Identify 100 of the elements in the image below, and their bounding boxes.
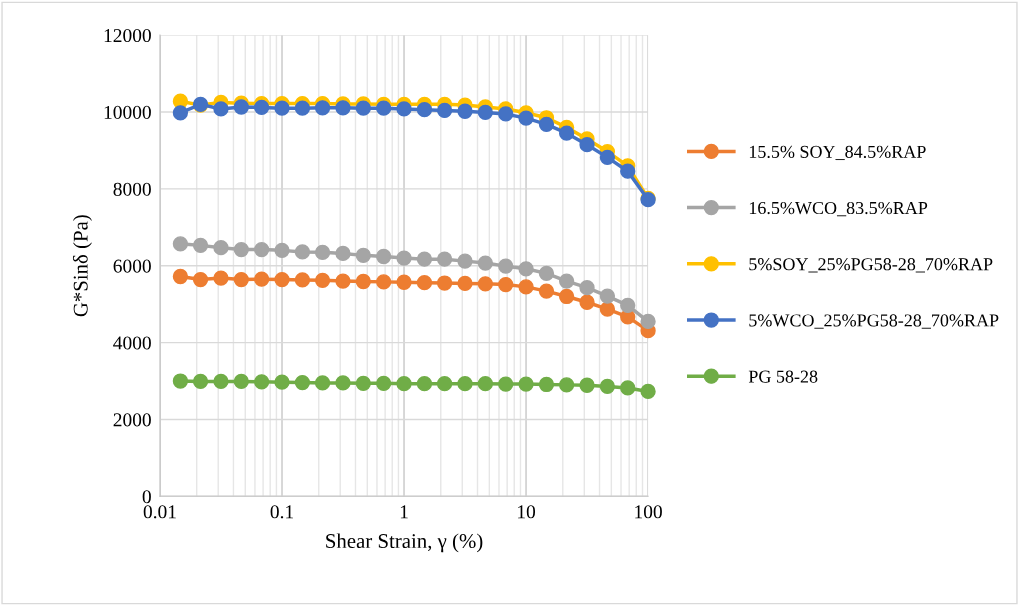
point (477, 376, 494, 392)
y-tick-label: 2000 (113, 413, 151, 427)
point (477, 276, 494, 292)
point (376, 375, 392, 391)
legend-label: 5%SOY_25%PG58-28_70%RAP (749, 258, 993, 273)
point (498, 106, 514, 122)
point (538, 116, 555, 132)
point (518, 110, 534, 126)
point (538, 283, 555, 299)
point (213, 270, 229, 286)
point (355, 100, 371, 116)
point (477, 255, 494, 271)
point (518, 261, 534, 277)
point (457, 376, 473, 392)
point (620, 380, 636, 396)
point (274, 271, 290, 288)
legend-label: 15.5% SOY_84.5%RAP (749, 145, 926, 161)
point (233, 99, 249, 115)
point (477, 104, 494, 121)
x-axis-title: Shear Strain, γ (%) (326, 533, 483, 553)
y-tick-label: 10000 (104, 105, 151, 119)
point (274, 374, 290, 390)
point (436, 251, 453, 267)
point (498, 276, 514, 293)
point (579, 377, 595, 393)
y-axis-title: G*Sinδ (Pa) (72, 215, 92, 317)
point (538, 265, 555, 282)
point (172, 236, 189, 252)
point (335, 100, 351, 116)
point (436, 102, 453, 119)
point (579, 294, 595, 310)
point (314, 375, 331, 391)
x-tick-label: 10 (518, 505, 536, 519)
point (294, 272, 311, 288)
point (416, 275, 433, 291)
y-tick-label: 12000 (104, 28, 151, 43)
point (213, 373, 229, 390)
point (376, 248, 392, 265)
point (376, 274, 392, 290)
point (620, 163, 636, 179)
point (640, 383, 656, 400)
point (314, 100, 331, 116)
point (498, 258, 514, 274)
point (436, 275, 453, 291)
point (396, 376, 412, 392)
point (294, 374, 311, 391)
point (599, 378, 616, 395)
point (294, 100, 311, 116)
point (558, 377, 575, 393)
y-tick-label: 4000 (113, 336, 151, 350)
legend-label: 16.5%WCO_83.5%RAP (749, 201, 928, 217)
point (355, 375, 371, 391)
point (335, 273, 351, 289)
point (416, 376, 433, 392)
point (396, 250, 412, 266)
point (538, 376, 555, 393)
point (274, 242, 290, 258)
point (396, 274, 412, 290)
point (254, 99, 270, 116)
point (579, 279, 595, 296)
point (599, 288, 616, 304)
y-tick-label: 8000 (113, 182, 151, 196)
point (254, 271, 270, 287)
y-tick-label: 6000 (113, 259, 151, 273)
legend-label: PG 58-28 (748, 370, 818, 383)
point (376, 100, 392, 116)
point (172, 373, 189, 389)
point (457, 275, 473, 292)
point (335, 245, 351, 262)
point (518, 279, 534, 295)
point (192, 373, 209, 390)
point (436, 376, 453, 392)
point (457, 253, 473, 269)
x-tick-label: 100 (635, 505, 662, 519)
point (599, 149, 616, 165)
point (396, 101, 412, 117)
point (192, 271, 209, 288)
point (457, 103, 473, 119)
point (558, 288, 575, 305)
point (498, 376, 514, 392)
point (518, 376, 534, 392)
point (192, 237, 209, 254)
point (314, 244, 331, 260)
point (213, 101, 229, 117)
x-tick-label: 0.1 (270, 505, 293, 519)
point (172, 268, 189, 285)
point (233, 373, 249, 390)
point (620, 297, 636, 313)
point (416, 251, 433, 267)
point (355, 247, 371, 263)
point (558, 273, 575, 289)
x-tick-label: 0.01 (143, 505, 176, 519)
point (254, 374, 270, 390)
point (274, 100, 290, 116)
point (254, 241, 270, 258)
y-tick-label: 0 (142, 490, 151, 504)
legend-label: 5%WCO_25%PG58-28_70%RAP (749, 314, 999, 329)
point (294, 244, 311, 260)
point (172, 105, 189, 121)
point (640, 313, 656, 330)
